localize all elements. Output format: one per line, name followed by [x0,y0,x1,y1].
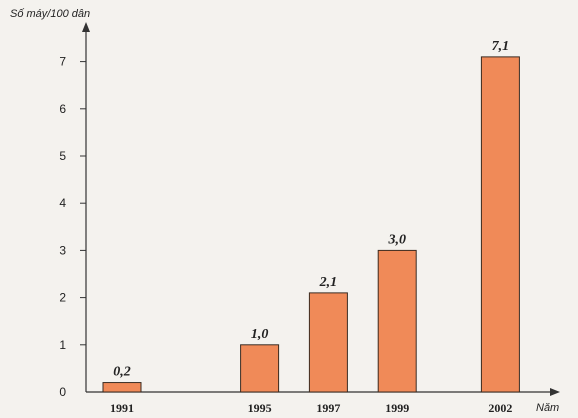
bar-1997 [308,292,348,393]
bar-2002 [480,56,520,393]
x-axis-arrow [550,388,560,396]
x-tick-label: 1997 [316,401,340,415]
x-tick-label: 1999 [385,401,409,415]
y-axis-arrow [82,22,90,32]
data-label-1999: 3,0 [387,232,406,247]
data-labels: 0,2 1,0 2,1 3,0 7,1 [113,39,509,380]
y-tick-label: 4 [59,196,66,210]
data-label-1997: 2,1 [319,275,338,290]
data-label-1995: 1,0 [251,327,269,342]
y-tick-label: 1 [59,338,66,352]
y-axis: Số máy/100 dân 0 1 2 3 4 5 6 7 [10,8,90,399]
data-label-1991: 0,2 [113,365,131,380]
y-tick-label: 3 [59,243,66,257]
x-tick-label: 1995 [248,401,272,415]
data-label-2002: 7,1 [492,39,510,54]
y-tick-label: 6 [59,102,66,116]
x-tick-label: 1991 [110,401,134,415]
bar-1995 [240,344,280,393]
y-ticks: 0 1 2 3 4 5 6 7 [59,55,86,399]
bar-1999 [377,249,417,393]
y-tick-label: 5 [59,149,66,163]
bars [102,56,520,393]
x-ticks: 1991 1995 1997 1999 2002 [110,401,512,415]
x-axis-label: Năm [536,402,559,414]
x-tick-label: 2002 [488,401,512,415]
y-tick-label: 0 [59,385,66,399]
bar-1991 [102,382,142,393]
y-tick-label: 7 [59,55,66,69]
y-tick-label: 2 [59,291,66,305]
y-axis-label: Số máy/100 dân [10,8,90,20]
